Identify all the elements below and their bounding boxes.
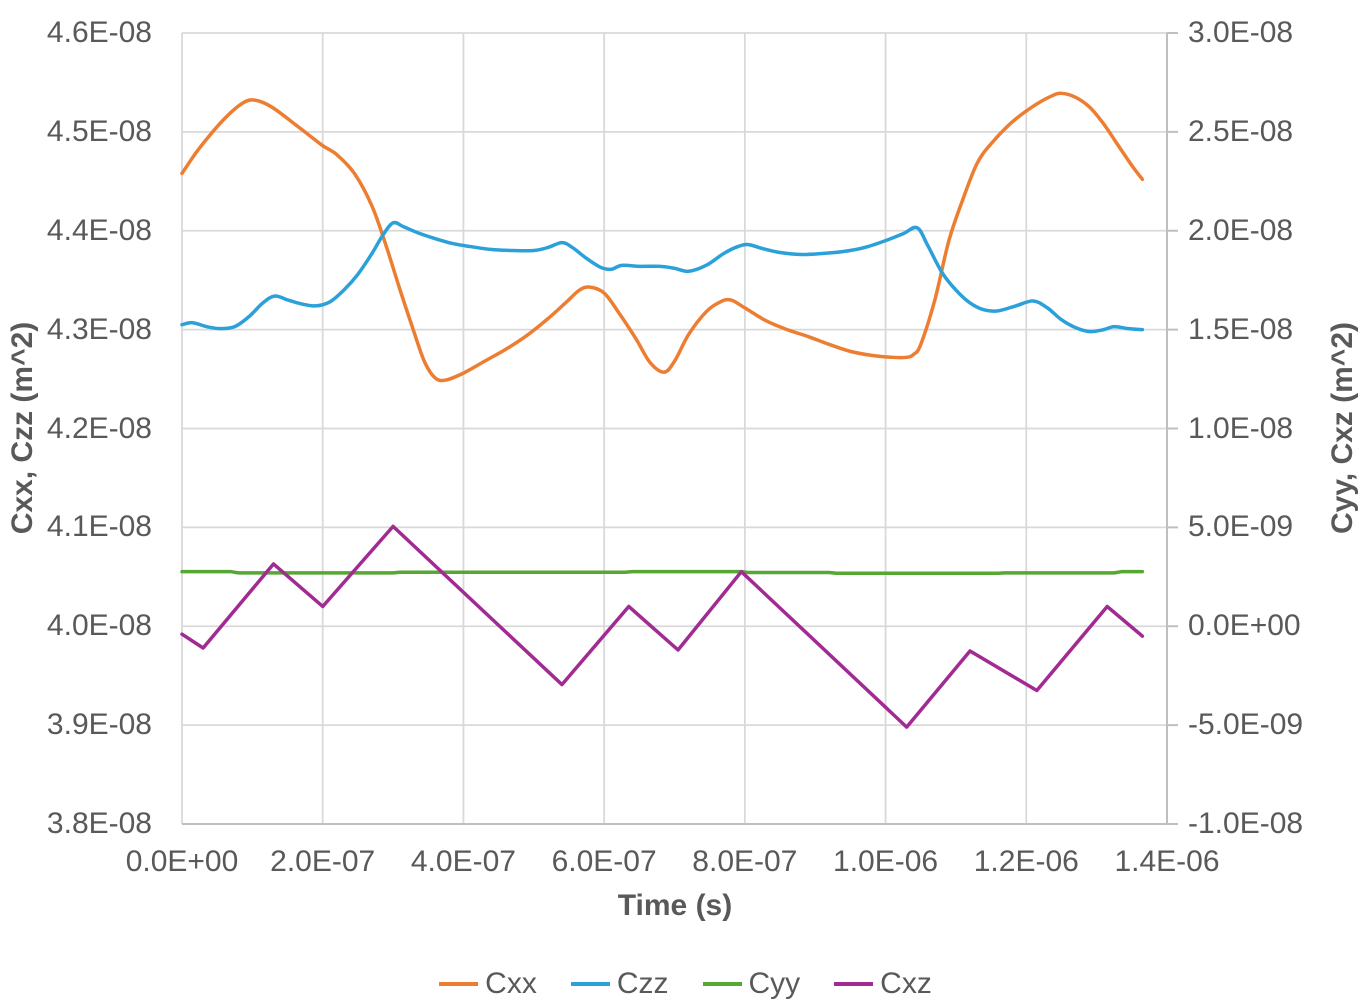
left-axis-tick-label: 4.2E-08 [46, 411, 152, 445]
right-axis-tick-label: 1.5E-08 [1188, 312, 1294, 346]
right-axis-tick-label: -5.0E-09 [1188, 708, 1304, 742]
left-axis-tick-label: 4.1E-08 [46, 510, 152, 544]
right-axis-tick-label: -1.0E-08 [1188, 807, 1304, 840]
right-axis-tick-label: 2.5E-08 [1188, 114, 1294, 148]
series-line-cxx [180, 91, 1145, 383]
right-axis-title: Cyy, Cxz (m^2) [1326, 321, 1359, 535]
x-axis-tick-label: 2.0E-07 [270, 845, 376, 878]
series-line-cxz [180, 524, 1145, 729]
legend-swatch-cxx [439, 982, 479, 986]
x-axis-tick-label: 0.0E+00 [125, 845, 239, 878]
right-axis-tick-label: 2.0E-08 [1188, 213, 1294, 247]
x-axis-title: Time (s) [617, 889, 733, 922]
left-axis-tick-label: 3.8E-08 [46, 807, 152, 840]
legend: Cxx Czz Cyy Cxz [0, 966, 1371, 1002]
legend-label-cyy: Cyy [748, 967, 801, 1000]
x-axis-tick-label: 8.0E-07 [692, 845, 798, 878]
x-axis-tick-label: 4.0E-07 [410, 845, 516, 878]
series-line-czz [180, 220, 1145, 334]
left-axis-title: Cxx, Czz (m^2) [6, 321, 39, 535]
x-axis-tick-label: 1.4E-06 [1114, 845, 1220, 878]
x-axis-tick-label: 1.0E-06 [833, 845, 939, 878]
legend-item-cyy: Cyy [702, 966, 801, 1002]
right-axis-tick-label: 3.0E-08 [1188, 16, 1294, 49]
left-axis-tick-label: 4.4E-08 [46, 213, 152, 247]
legend-item-cxx: Cxx [439, 966, 537, 1002]
legend-swatch-cxz [834, 982, 874, 986]
legend-swatch-czz [570, 982, 610, 986]
x-axis-tick-label: 1.2E-06 [973, 845, 1079, 878]
left-axis-tick-label: 3.9E-08 [46, 708, 152, 742]
legend-label-czz: Czz [616, 967, 669, 1000]
legend-item-czz: Czz [570, 966, 669, 1002]
right-axis-tick-label: 5.0E-09 [1188, 510, 1294, 544]
right-axis-tick-label: 0.0E+00 [1188, 609, 1301, 643]
left-axis-tick-label: 4.5E-08 [46, 114, 152, 148]
right-axis-tick-label: 1.0E-08 [1188, 411, 1294, 445]
left-axis-tick-label: 4.0E-08 [46, 609, 152, 643]
legend-swatch-cyy [702, 982, 742, 986]
series-line-cyy [180, 569, 1145, 576]
legend-item-cxz: Cxz [834, 966, 932, 1002]
legend-label-cxz: Cxz [880, 967, 932, 1000]
x-axis-tick-label: 6.0E-07 [551, 845, 657, 878]
legend-label-cxx: Cxx [485, 967, 537, 1000]
left-axis-tick-label: 4.3E-08 [46, 312, 152, 346]
left-axis-tick-label: 4.6E-08 [46, 16, 152, 49]
